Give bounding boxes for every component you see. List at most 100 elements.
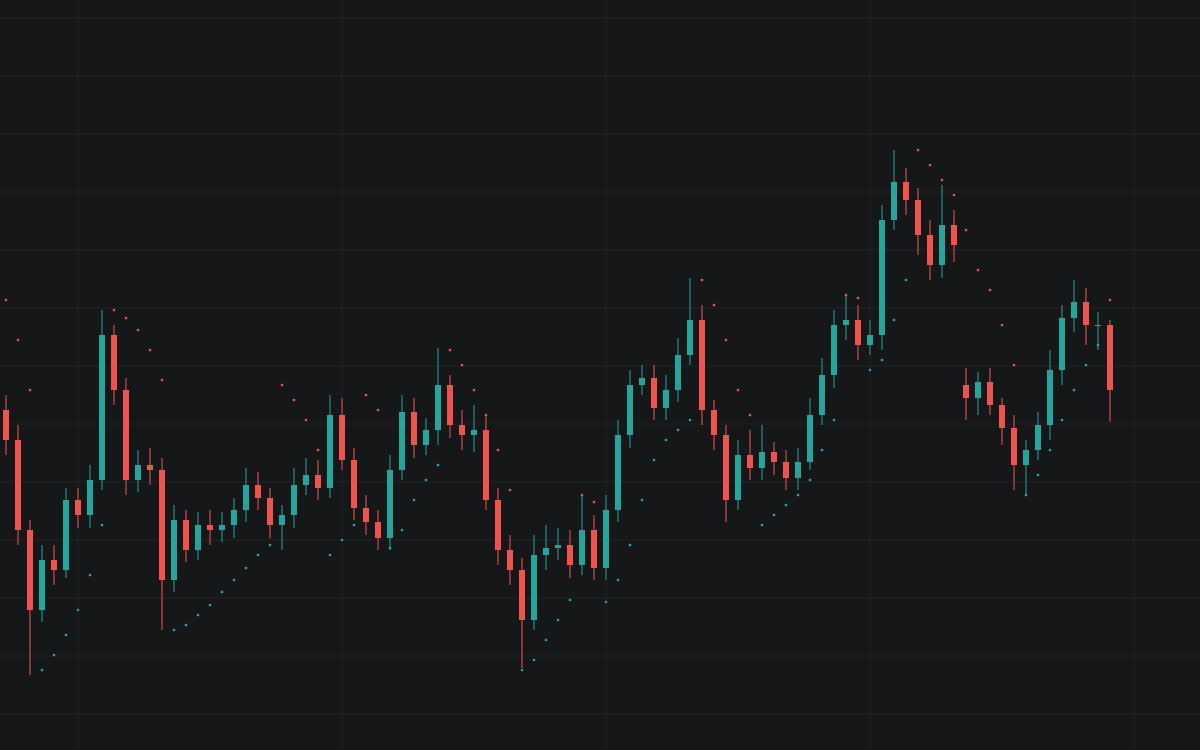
candle-body [627, 385, 633, 435]
candle-body [879, 220, 885, 335]
candle-body [891, 182, 897, 220]
sar-dot [892, 318, 896, 322]
candle-body [171, 520, 177, 580]
candle-body [615, 435, 621, 510]
sar-dot [532, 658, 536, 662]
candle-body [579, 530, 585, 565]
sar-dot [724, 338, 728, 342]
candle-body [495, 500, 501, 550]
sar-dot [1096, 343, 1100, 347]
candle-body [663, 390, 669, 408]
sar-dot [436, 463, 440, 467]
candle-body [1011, 428, 1017, 465]
sar-dot [928, 163, 932, 167]
sar-dot [664, 438, 668, 442]
sar-dot [556, 618, 560, 622]
candle-body [219, 525, 225, 530]
candle-body [951, 225, 957, 245]
candle-body [399, 412, 405, 470]
sar-dot [304, 418, 308, 422]
candle-body [159, 470, 165, 580]
candle-body [87, 480, 93, 515]
sar-dot [1000, 323, 1004, 327]
candle-body [783, 462, 789, 478]
candle-body [1071, 302, 1077, 318]
sar-dot [952, 193, 956, 197]
sar-dot [688, 418, 692, 422]
candle-body [15, 440, 21, 530]
sar-dot [496, 448, 500, 452]
candle-body [315, 475, 321, 488]
candle-body [483, 430, 489, 500]
sar-dot [244, 566, 248, 570]
sar-dot [760, 523, 764, 527]
sar-dot [424, 478, 428, 482]
candle-body [987, 382, 993, 405]
sar-dot [172, 628, 176, 632]
sar-dot [160, 378, 164, 382]
sar-dot [328, 553, 332, 557]
candle-body [555, 545, 561, 548]
sar-dot [400, 528, 404, 532]
sar-dot [16, 338, 20, 342]
candle-body [195, 525, 201, 550]
candle-body [123, 390, 129, 480]
candle-body [1095, 325, 1101, 326]
sar-dot [52, 653, 56, 657]
candle-body [63, 500, 69, 570]
sar-dot [868, 368, 872, 372]
sar-dot [976, 268, 980, 272]
sar-dot [40, 668, 44, 672]
candle-body [375, 522, 381, 538]
candle-body [147, 465, 153, 470]
sar-dot [220, 590, 224, 594]
sar-dot [652, 458, 656, 462]
sar-dot [76, 608, 80, 612]
candle-body [363, 508, 369, 522]
sar-dot [628, 543, 632, 547]
sar-dot [412, 498, 416, 502]
candle-body [1047, 370, 1053, 425]
sar-dot [880, 358, 884, 362]
sar-dot [964, 228, 968, 232]
candle-body [723, 435, 729, 500]
candle-body [603, 510, 609, 568]
sar-dot [748, 413, 752, 417]
sar-dot [364, 393, 368, 397]
sar-dot [1036, 473, 1040, 477]
sar-dot [196, 613, 200, 617]
sar-dot [772, 513, 776, 517]
candle-body [183, 520, 189, 550]
candle-body [975, 382, 981, 398]
candle-body [675, 355, 681, 390]
sar-dot [604, 600, 608, 604]
sar-dot [844, 293, 848, 297]
sar-dot [916, 148, 920, 152]
sar-dot [1084, 363, 1088, 367]
candle-body [999, 405, 1005, 428]
sar-dot [712, 303, 716, 307]
sar-dot [268, 543, 272, 547]
candle-body [1107, 325, 1113, 390]
candle-body [507, 550, 513, 570]
sar-dot [568, 598, 572, 602]
sar-dot [472, 388, 476, 392]
sar-dot [4, 298, 8, 302]
candle-body [567, 545, 573, 565]
sar-dot [1060, 418, 1064, 422]
sar-dot [340, 538, 344, 542]
candle-body [795, 462, 801, 478]
candle-body [651, 378, 657, 408]
candle-body [291, 485, 297, 515]
candle-body [459, 425, 465, 435]
candle-body [831, 325, 837, 375]
candle-body [1023, 450, 1029, 465]
candle-body [75, 500, 81, 515]
sar-dot [856, 296, 860, 300]
candle-body [3, 410, 9, 440]
sar-dot [616, 578, 620, 582]
candle-body [387, 470, 393, 538]
candle-body [843, 320, 849, 325]
